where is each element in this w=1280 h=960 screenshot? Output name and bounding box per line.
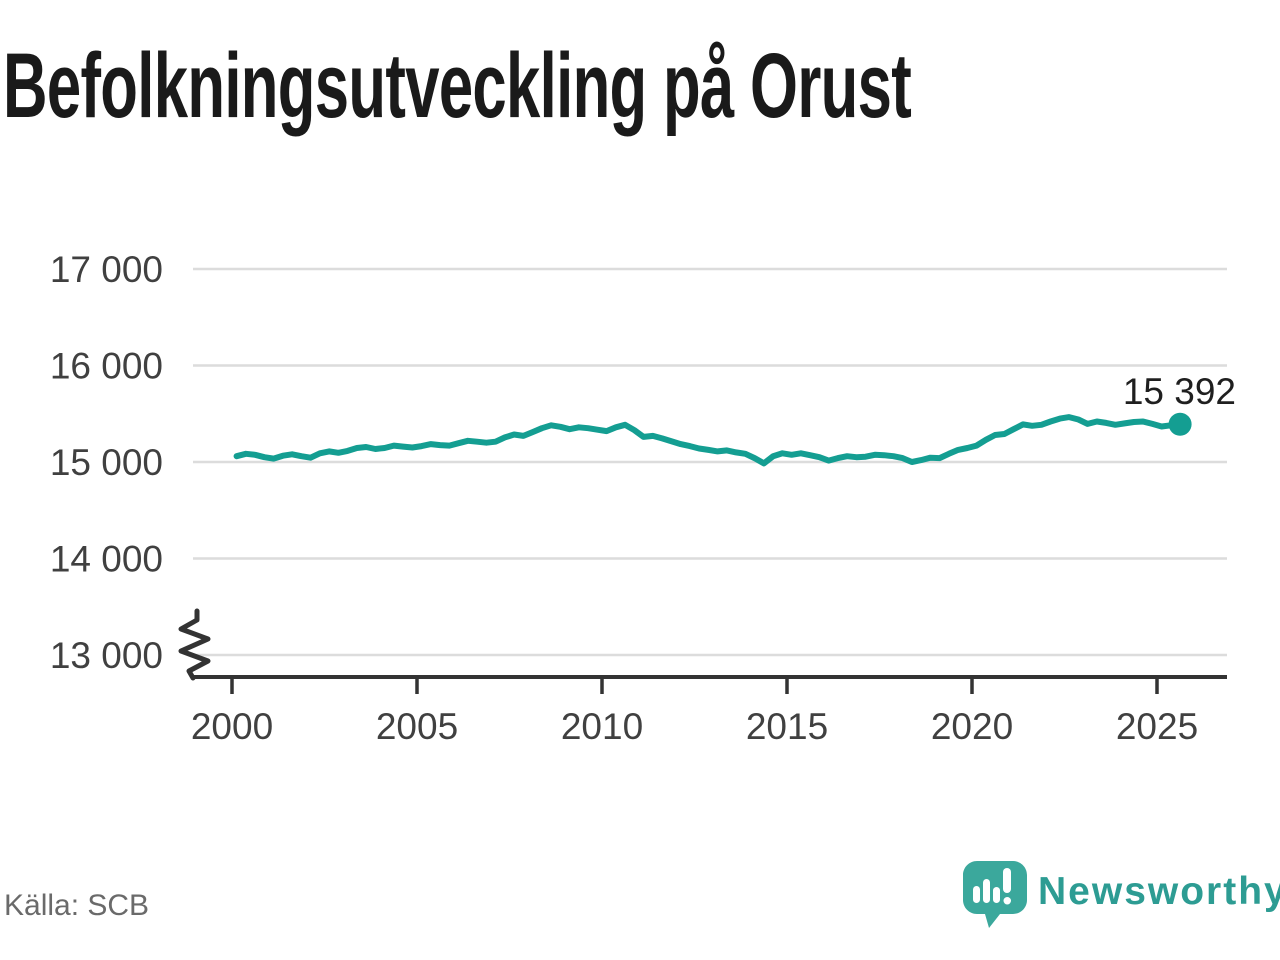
page-title: Befolkningsutveckling på Orust	[3, 35, 912, 137]
last-value-label: 15 392	[1123, 371, 1236, 412]
logo-bar-3	[993, 887, 1000, 903]
brand-name: Newsworthy	[1038, 870, 1280, 913]
y-axis-break-icon	[178, 608, 211, 681]
x-tick-label: 2000	[191, 706, 273, 747]
logo-exclamation-bar	[1003, 868, 1011, 893]
y-tick-label: 13 000	[50, 635, 163, 676]
newsworthy-logo-icon	[963, 861, 1027, 928]
data-series	[233, 412, 1192, 467]
y-tick-label: 17 000	[50, 249, 163, 290]
population-line	[233, 414, 1184, 467]
y-tick-label: 14 000	[50, 539, 163, 580]
y-axis-labels: 17 000 16 000 15 000 14 000 13 000	[50, 249, 163, 676]
x-tick-label: 2005	[376, 706, 458, 747]
x-tick-label: 2025	[1116, 706, 1198, 747]
x-tick-label: 2010	[561, 706, 643, 747]
x-tick-label: 2020	[931, 706, 1013, 747]
brand-logo: Newsworthy	[962, 860, 1280, 929]
logo-bar-2	[983, 879, 990, 903]
x-tick-label: 2015	[746, 706, 828, 747]
gridlines	[193, 267, 1227, 657]
last-point-marker	[1168, 412, 1192, 436]
logo-exclamation-dot	[1003, 897, 1011, 905]
source-note: Källa: SCB	[4, 889, 150, 922]
y-tick-label: 15 000	[50, 442, 163, 483]
y-tick-label: 16 000	[50, 346, 163, 387]
x-axis: 2000 2005 2010 2015 2020 2025	[191, 675, 1227, 747]
logo-bar-1	[973, 886, 980, 903]
